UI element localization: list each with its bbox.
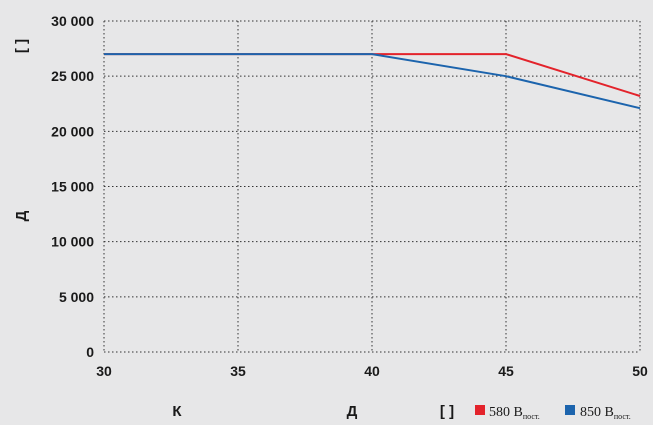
x-tick-label: 30 [96, 363, 112, 379]
legend-label-850: 850 Впост. [580, 405, 631, 421]
y-axis-label-top: [ ] [13, 39, 30, 53]
x-tick-label: 35 [230, 363, 246, 379]
series-line-850v [104, 53, 641, 110]
y-tick-labels: 0 5 000 10 000 15 000 20 000 25 000 30 000 [51, 13, 94, 360]
legend-bracket: [ ] [440, 403, 454, 420]
grid [103, 20, 641, 353]
y-tick-label: 15 000 [51, 179, 94, 195]
y-tick-label: 20 000 [51, 123, 94, 139]
legend: [ ] 580 Впост. 850 Впост. [440, 403, 631, 421]
x-tick-label: 45 [498, 363, 514, 379]
x-tick-label: 50 [632, 363, 648, 379]
x-tick-label: 40 [364, 363, 380, 379]
y-tick-label: 10 000 [51, 234, 94, 250]
y-tick-label: 25 000 [51, 68, 94, 84]
x-axis-label-left: К [172, 403, 182, 420]
y-tick-label: 5 000 [59, 289, 94, 305]
y-tick-label: 30 000 [51, 13, 94, 29]
x-tick-labels: 30 35 40 45 50 [96, 363, 648, 379]
legend-swatch-850 [565, 405, 575, 415]
legend-label-580: 580 Впост. [489, 405, 540, 421]
series-layer [104, 53, 641, 110]
y-tick-label: 0 [86, 344, 94, 360]
legend-swatch-580 [475, 405, 485, 415]
y-axis-label: Д [13, 210, 30, 221]
x-axis-label-right: Д [347, 403, 358, 420]
